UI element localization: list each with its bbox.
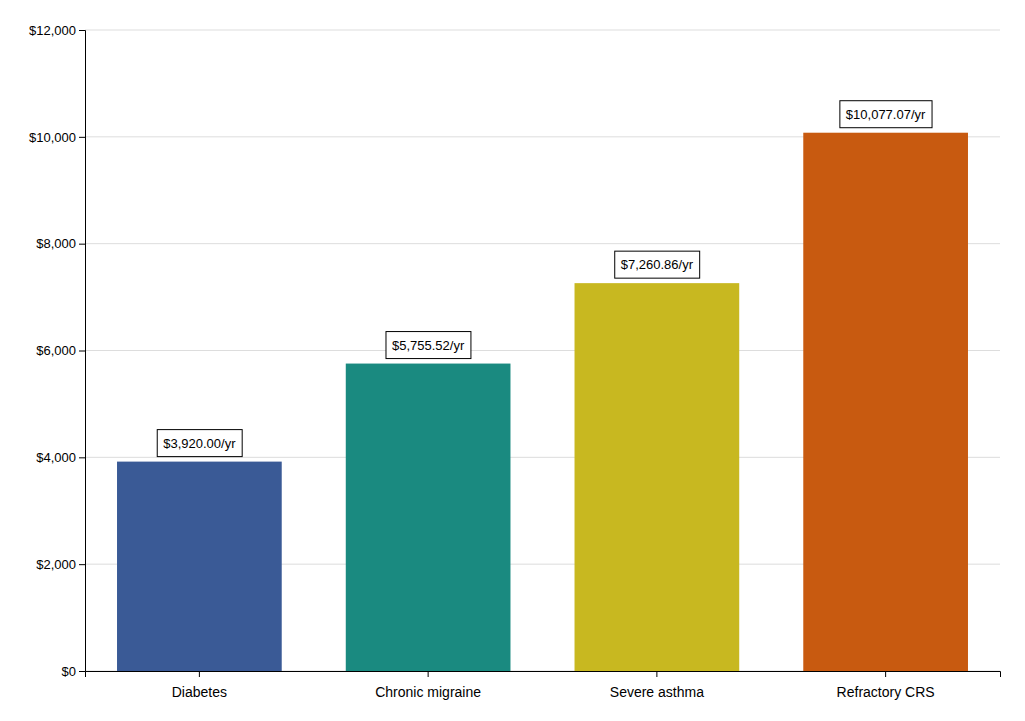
tick-mark xyxy=(79,564,85,565)
data-labels: $3,920.00/yr $5,755.52/yr $7,260.86/yr $10,… xyxy=(157,101,932,457)
data-label-group: $3,920.00/yr xyxy=(157,430,242,457)
data-label: $7,260.86/yr xyxy=(621,257,694,272)
axis-line xyxy=(86,672,1001,678)
tick-mark xyxy=(79,137,85,138)
axis-line xyxy=(79,31,86,672)
tick-label: Refractory CRS xyxy=(837,684,935,700)
data-label-group: $5,755.52/yr xyxy=(386,332,471,359)
tick-label: $2,000 xyxy=(36,557,76,572)
chart: $0 $2,000 $4,000 $6,000 $8,000 $10,000 $12,000… xyxy=(0,0,1025,721)
tick-mark xyxy=(79,671,85,672)
y-tick: $0 xyxy=(62,664,85,679)
tick-label: Diabetes xyxy=(172,684,227,700)
x-tick: Chronic migraine xyxy=(375,671,481,700)
tick-label: $10,000 xyxy=(29,129,76,144)
y-tick: $2,000 xyxy=(36,557,85,572)
tick-label: Chronic migraine xyxy=(375,684,481,700)
tick-label: $12,000 xyxy=(29,23,76,38)
label-box xyxy=(615,251,700,278)
bar xyxy=(575,283,740,671)
grid-line xyxy=(85,30,1000,31)
tick-mark xyxy=(885,671,886,677)
label-box xyxy=(840,101,932,128)
data-label-group: $7,260.86/yr xyxy=(615,251,700,278)
grid xyxy=(85,30,1000,671)
y-tick: $12,000 xyxy=(29,23,85,38)
tick-label: $6,000 xyxy=(36,343,76,358)
y-axis: $0 $2,000 $4,000 $6,000 $8,000 $10,000 $12,000 xyxy=(29,23,86,679)
bar xyxy=(346,364,511,671)
y-tick: $10,000 xyxy=(29,129,85,144)
plot: $0 $2,000 $4,000 $6,000 $8,000 $10,000 $12,000… xyxy=(29,23,1001,700)
tick-mark xyxy=(79,30,85,31)
tick-mark xyxy=(199,671,200,677)
tick-label: $8,000 xyxy=(36,236,76,251)
label-box xyxy=(386,332,471,359)
tick-mark xyxy=(79,351,85,352)
x-tick: Diabetes xyxy=(172,671,227,700)
tick-mark xyxy=(428,671,429,677)
label-box xyxy=(157,430,242,457)
tick-mark xyxy=(656,671,657,677)
x-axis: Diabetes Chronic migraine Severe asthma Ref… xyxy=(86,671,1001,700)
y-tick: $8,000 xyxy=(36,236,85,251)
x-tick: Refractory CRS xyxy=(837,671,935,700)
x-tick: Severe asthma xyxy=(610,671,704,700)
tick-mark xyxy=(79,457,85,458)
bar xyxy=(803,133,968,671)
tick-mark xyxy=(79,244,85,245)
bar xyxy=(117,462,282,671)
tick-label: $4,000 xyxy=(36,450,76,465)
tick-label: Severe asthma xyxy=(610,684,704,700)
data-label: $5,755.52/yr xyxy=(392,338,465,353)
bars xyxy=(117,133,968,671)
y-tick: $4,000 xyxy=(36,450,85,465)
data-label-group: $10,077.07/yr xyxy=(840,101,932,128)
data-label: $10,077.07/yr xyxy=(846,107,926,122)
y-tick: $6,000 xyxy=(36,343,85,358)
data-label: $3,920.00/yr xyxy=(163,436,236,451)
tick-label: $0 xyxy=(62,664,76,679)
